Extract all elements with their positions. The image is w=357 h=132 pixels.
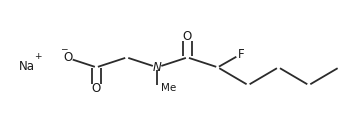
Text: Me: Me (161, 83, 177, 93)
Text: O: O (63, 51, 72, 64)
Text: Na: Na (19, 60, 35, 72)
Text: O: O (92, 82, 101, 95)
Text: N: N (153, 61, 161, 74)
Text: F: F (238, 48, 244, 61)
Text: −: − (60, 44, 68, 53)
Text: O: O (183, 30, 192, 43)
Text: +: + (34, 52, 42, 61)
